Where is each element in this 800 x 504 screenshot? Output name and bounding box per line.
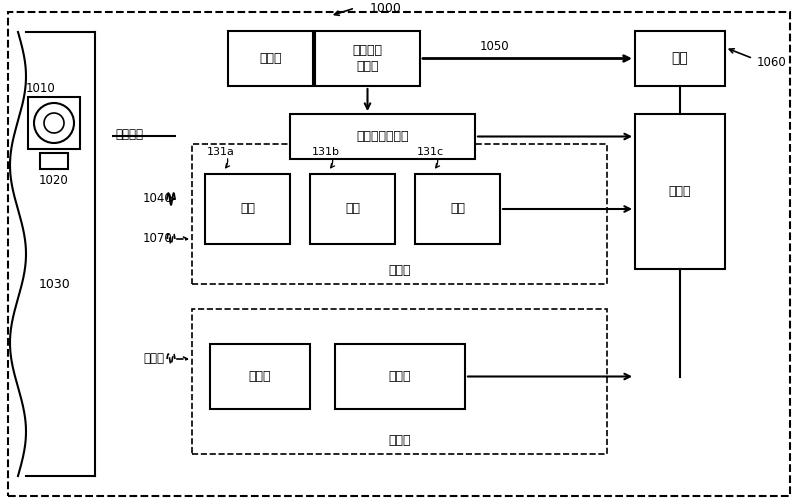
Bar	[28, 97, 80, 149]
Bar	[415, 174, 500, 244]
Text: 1070: 1070	[143, 232, 173, 245]
Text: 131a: 131a	[207, 147, 235, 157]
Text: 指示器: 指示器	[388, 433, 410, 447]
Text: 按钮: 按钮	[345, 203, 360, 216]
Bar	[335, 344, 465, 409]
Text: 主机: 主机	[672, 51, 688, 66]
Text: 装卸部: 装卸部	[259, 52, 282, 65]
Text: 1010: 1010	[26, 83, 56, 95]
Text: 131b: 131b	[312, 147, 340, 157]
Bar	[290, 114, 475, 159]
Text: 显示幕: 显示幕	[389, 370, 411, 383]
Bar	[635, 31, 725, 86]
Text: 1020: 1020	[39, 174, 69, 187]
Text: 射频识别感应器: 射频识别感应器	[356, 130, 409, 143]
Bar	[40, 153, 68, 169]
Bar	[205, 174, 290, 244]
Text: 1050: 1050	[480, 39, 510, 52]
Bar	[192, 309, 607, 454]
Bar	[175, 44, 755, 476]
Text: 131c: 131c	[417, 147, 444, 157]
Text: 按钮: 按钮	[240, 203, 255, 216]
Bar	[315, 31, 420, 86]
Bar	[210, 344, 310, 409]
Text: 1060: 1060	[757, 56, 786, 69]
Bar	[310, 174, 395, 244]
Text: 触发器: 触发器	[388, 264, 410, 277]
Bar	[635, 114, 725, 269]
Text: 1000: 1000	[370, 2, 402, 15]
Text: 射频识别
读取机: 射频识别 读取机	[353, 44, 382, 73]
Text: 指示器: 指示器	[249, 370, 271, 383]
Text: 1040: 1040	[143, 193, 173, 206]
Text: 按钮: 按钮	[450, 203, 465, 216]
Polygon shape	[10, 32, 95, 476]
Text: 1030: 1030	[39, 278, 71, 290]
Text: 晶片批次: 晶片批次	[115, 128, 143, 141]
Text: 控制器: 控制器	[669, 185, 691, 198]
Bar	[228, 31, 313, 86]
Text: 指示器: 指示器	[143, 352, 164, 365]
Bar	[192, 144, 607, 284]
